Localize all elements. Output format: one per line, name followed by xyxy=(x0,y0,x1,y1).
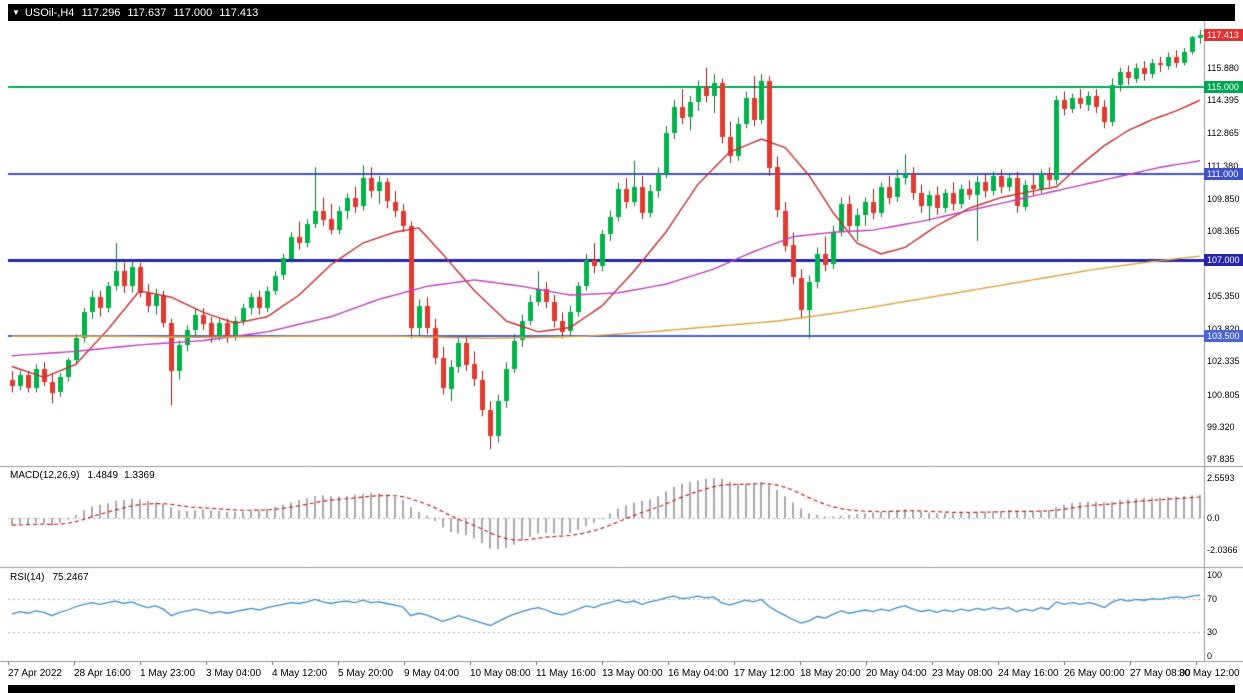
time-axis-label: 23 May 08:00 xyxy=(932,668,993,679)
rsi-scale-tick: 70 xyxy=(1207,594,1218,604)
time-axis-label: 16 May 04:00 xyxy=(668,668,729,679)
time-axis-label: 20 May 04:00 xyxy=(866,668,927,679)
price-scale-tick: 114.395 xyxy=(1207,95,1239,105)
price-scale-tick: 108.365 xyxy=(1207,226,1240,236)
macd-signal-value: 1.3369 xyxy=(124,470,155,481)
time-axis-label: 11 May 16:00 xyxy=(536,668,596,679)
time-axis-label: 9 May 04:00 xyxy=(404,668,460,679)
time-axis-label: 5 May 20:00 xyxy=(338,668,394,679)
time-axis-label: 28 Apr 16:00 xyxy=(74,668,131,679)
time-axis-label: 4 May 12:00 xyxy=(272,668,328,679)
current-price-label: 117.413 xyxy=(1204,29,1243,41)
rsi-name: RSI(14) xyxy=(10,572,45,583)
chart-title-bar: ▼ USOil-,H4 117.296 117.637 117.000 117.413 xyxy=(8,4,1235,21)
price-scale-tick: 111.380 xyxy=(1207,161,1239,171)
price-scale-tick: 105.350 xyxy=(1207,291,1240,301)
level-price-label: 103.500 xyxy=(1204,330,1243,342)
price-scale-tick: 102.335 xyxy=(1207,356,1240,366)
level-price-label: 115.000 xyxy=(1204,81,1243,93)
level-price-label: 107.000 xyxy=(1204,254,1243,266)
ohlc-high: 117.637 xyxy=(127,7,167,19)
rsi-indicator-label: RSI(14) 75.2467 xyxy=(10,572,89,583)
rsi-scale-tick: 0 xyxy=(1207,651,1213,661)
macd-main-value: 1.4849 xyxy=(87,470,119,481)
price-scale-tick: 112.865 xyxy=(1207,128,1239,138)
time-axis-label: 27 May 08:00 xyxy=(1130,668,1191,679)
price-scale-tick: 115.880 xyxy=(1207,63,1239,73)
macd-scale-tick: -2.0366 xyxy=(1207,545,1238,555)
price-scale-tick: 99.320 xyxy=(1207,422,1235,432)
time-axis-label: 27 Apr 2022 xyxy=(8,668,62,679)
time-axis-label: 3 May 04:00 xyxy=(206,668,262,679)
time-axis-label: 1 May 23:00 xyxy=(140,668,196,679)
price-scale-tick: 109.850 xyxy=(1207,194,1240,204)
rsi-value: 75.2467 xyxy=(52,572,89,583)
macd-name: MACD(12,26,9) xyxy=(10,470,80,481)
price-scale-tick: 100.805 xyxy=(1207,390,1240,400)
time-axis-label: 30 May 12:00 xyxy=(1179,668,1240,679)
ohlc-open: 117.296 xyxy=(81,7,121,19)
price-scale-tick: 97.835 xyxy=(1207,454,1235,464)
time-axis-label: 17 May 12:00 xyxy=(734,668,795,679)
macd-indicator-label: MACD(12,26,9) 1.4849 1.3369 xyxy=(10,470,155,481)
macd-scale-tick: 0.0 xyxy=(1207,513,1220,523)
chart-symbol-period: USOil-,H4 xyxy=(24,7,75,19)
ohlc-low: 117.000 xyxy=(173,7,213,19)
time-axis-label: 13 May 00:00 xyxy=(602,668,663,679)
rsi-scale-tick: 100 xyxy=(1207,570,1223,580)
window-bottom-bar xyxy=(8,685,1235,693)
time-axis-label: 24 May 16:00 xyxy=(998,668,1059,679)
macd-scale-tick: 2.5593 xyxy=(1207,473,1235,483)
price-scale-tick: 103.820 xyxy=(1207,324,1240,334)
rsi-scale-tick: 30 xyxy=(1207,627,1218,637)
level-price-label: 111.000 xyxy=(1204,168,1243,180)
time-axis-label: 18 May 20:00 xyxy=(800,668,861,679)
time-axis-label: 26 May 00:00 xyxy=(1064,668,1125,679)
time-axis-label: 10 May 08:00 xyxy=(470,668,531,679)
ohlc-close: 117.413 xyxy=(219,7,259,19)
chart-window-icon: ▼ xyxy=(12,8,20,17)
